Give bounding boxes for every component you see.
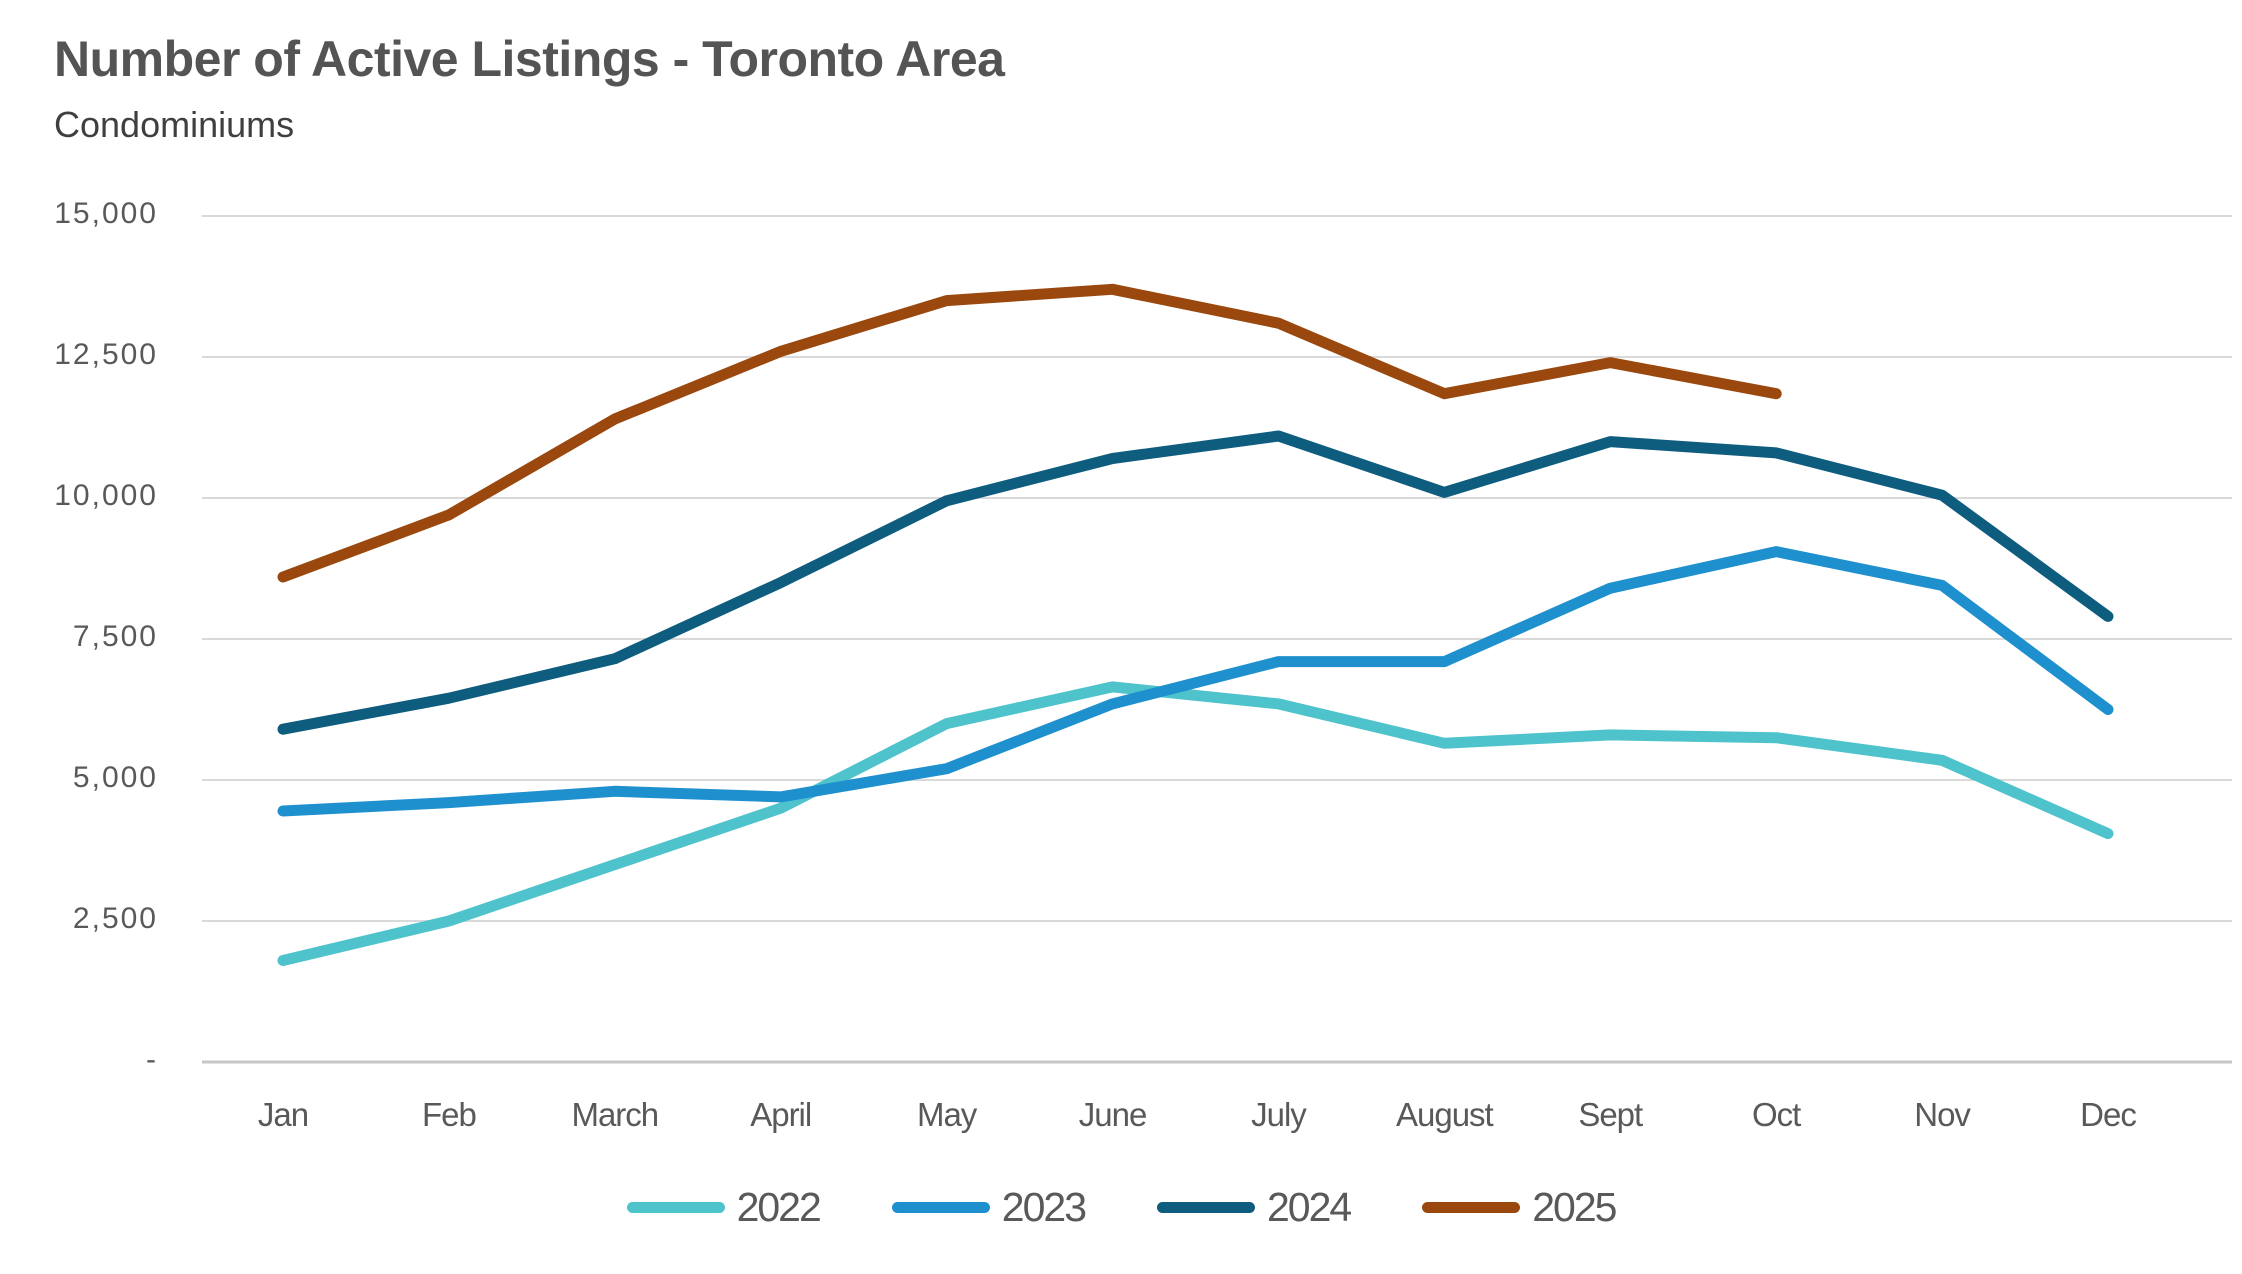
series-line-2023 <box>277 546 2114 817</box>
x-axis-label-april: April <box>750 1096 812 1133</box>
legend-item-2022: 2022 <box>626 1184 822 1231</box>
x-axis-label-july: July <box>1251 1096 1307 1133</box>
legend-item-2023: 2023 <box>891 1184 1087 1231</box>
chart-title: Number of Active Listings - Toronto Area <box>54 31 1005 87</box>
y-axis-tick-label: 5,000 <box>72 761 158 794</box>
y-axis-tick-label: 15,000 <box>54 197 158 230</box>
x-axis-label-feb: Feb <box>421 1096 477 1133</box>
y-axis-tick-label: - <box>146 1043 158 1076</box>
y-axis-tick-label: 7,500 <box>72 620 158 653</box>
legend-label: 2022 <box>736 1184 822 1230</box>
legend-label: 2025 <box>1532 1184 1617 1230</box>
legend-swatch-2022 <box>626 1202 725 1213</box>
x-axis-label-sept: Sept <box>1578 1096 1643 1133</box>
x-axis-label-jan: Jan <box>257 1096 309 1133</box>
y-axis-tick-label: 12,500 <box>54 338 158 371</box>
x-axis-label-march: March <box>571 1096 659 1133</box>
series-line-2025 <box>277 283 1782 583</box>
legend-item-2024: 2024 <box>1157 1184 1352 1231</box>
chart-subtitle: Condominiums <box>54 104 295 145</box>
x-axis-label-oct: Oct <box>1752 1096 1801 1133</box>
legend-swatch-2025 <box>1422 1202 1521 1213</box>
y-axis-tick-label: 2,500 <box>72 902 158 935</box>
y-axis-tick-label: 10,000 <box>54 479 158 512</box>
chart-legend: 2022 2023 2024 2025 <box>0 1184 2242 1231</box>
legend-swatch-2024 <box>1157 1202 1255 1213</box>
legend-label: 2024 <box>1267 1184 1352 1230</box>
x-axis-label-may: May <box>916 1096 977 1133</box>
x-axis-label-june: June <box>1078 1096 1148 1133</box>
legend-item-2025: 2025 <box>1422 1184 1617 1231</box>
x-axis-label-nov: Nov <box>1914 1096 1971 1133</box>
series-line-2022 <box>277 681 2114 966</box>
x-axis-label-dec: Dec <box>2080 1096 2137 1133</box>
series-line-2024 <box>277 430 2114 735</box>
x-axis-label-august: August <box>1395 1096 1494 1133</box>
legend-label: 2023 <box>1001 1184 1087 1230</box>
legend-swatch-2023 <box>891 1202 990 1213</box>
